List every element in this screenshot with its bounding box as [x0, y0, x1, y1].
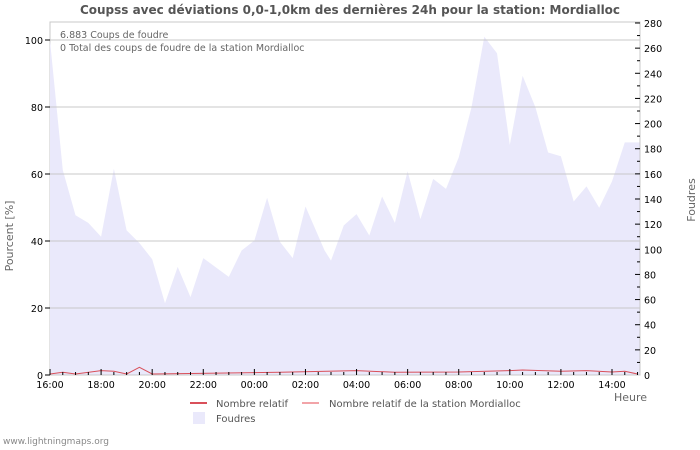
- x-tick-label: 04:00: [343, 380, 370, 391]
- y-left-tick-label: 0: [37, 371, 43, 382]
- x-axis-title: Heure: [614, 391, 647, 404]
- y-right-tick-label: 220: [644, 94, 662, 105]
- info-line-station-total: 0 Total des coups de foudre de la statio…: [60, 43, 304, 54]
- y-left-tick-label: 40: [31, 237, 43, 248]
- y-axis-right-title: Foudres: [685, 178, 698, 222]
- y-right-tick-label: 60: [644, 296, 656, 307]
- x-tick-label: 22:00: [190, 380, 217, 391]
- legend-swatch-strikes: [193, 412, 205, 424]
- y-right-tick-label: 40: [644, 321, 656, 332]
- x-axis: 16:00 18:00 20:00 22:00 00:00 02:00 04:00 06:00…: [36, 369, 640, 391]
- y-right-tick-label: 120: [644, 220, 662, 231]
- legend-label-strikes: Foudres: [216, 414, 255, 425]
- x-tick-label: 14:00: [598, 380, 625, 391]
- y-right-tick-label: 0: [644, 371, 650, 382]
- x-tick-label: 06:00: [394, 380, 421, 391]
- strikes-area-path: [50, 36, 640, 376]
- legend-label-relative-station: Nombre relatif de la station Mordialloc: [329, 399, 521, 410]
- info-line-strikes: 6.883 Coups de foudre: [60, 30, 168, 41]
- y-right-tick-label: 100: [644, 245, 662, 256]
- y-right-tick-label: 260: [644, 44, 662, 55]
- legend-label-relative: Nombre relatif: [216, 399, 289, 410]
- y-axis-right: 0 20 40 60 80 100 120 140 160 180 200 220 240 260 280: [635, 19, 662, 382]
- y-right-tick-label: 20: [644, 346, 656, 357]
- y-right-tick-label: 180: [644, 145, 662, 156]
- legend: Nombre relatif Nombre relatif de la stat…: [190, 399, 521, 425]
- y-right-tick-label: 200: [644, 120, 662, 131]
- y-right-tick-label: 160: [644, 170, 662, 181]
- y-left-tick-label: 100: [25, 36, 43, 47]
- x-tick-label: 18:00: [87, 380, 114, 391]
- x-tick-label: 10:00: [496, 380, 523, 391]
- y-left-tick-label: 60: [31, 170, 43, 181]
- x-tick-label: 02:00: [292, 380, 319, 391]
- legend-item-relative[interactable]: Nombre relatif: [190, 399, 289, 410]
- y-right-tick-label: 80: [644, 270, 656, 281]
- legend-item-relative-station[interactable]: Nombre relatif de la station Mordialloc: [302, 399, 521, 410]
- strikes-area: [50, 36, 640, 376]
- source-footer: www.lightningmaps.org: [3, 437, 109, 447]
- y-axis-left: 0 20 40 60 80 100: [25, 36, 50, 382]
- legend-item-strikes[interactable]: Foudres: [193, 412, 255, 425]
- x-tick-label: 16:00: [36, 380, 63, 391]
- x-tick-label: 20:00: [138, 380, 165, 391]
- y-left-tick-label: 80: [31, 103, 43, 114]
- chart-title: Coupss avec déviations 0,0-1,0km des der…: [79, 3, 621, 17]
- y-right-tick-label: 280: [644, 19, 662, 30]
- x-tick-label: 08:00: [445, 380, 472, 391]
- y-right-tick-label: 240: [644, 69, 662, 80]
- x-tick-label: 12:00: [547, 380, 574, 391]
- y-axis-left-title: Pourcent [%]: [3, 201, 16, 272]
- grid-lines: [50, 39, 640, 309]
- x-tick-label: 00:00: [241, 380, 268, 391]
- y-left-tick-label: 20: [31, 304, 43, 315]
- y-right-tick-label: 140: [644, 195, 662, 206]
